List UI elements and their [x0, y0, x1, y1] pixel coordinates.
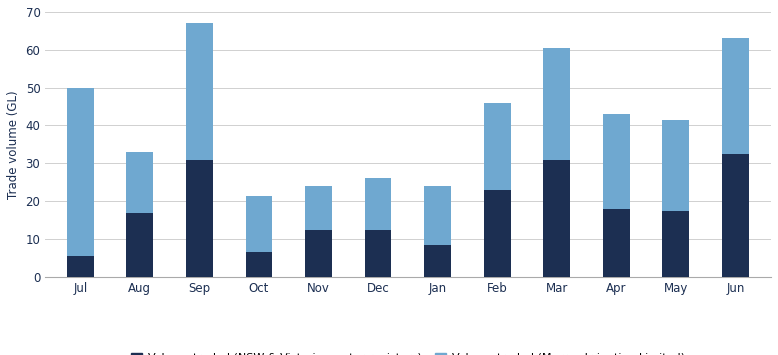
Bar — [722, 154, 748, 277]
Legend: Volume traded (NSW & Victorian water registers), Volume traded (Murray Irrigatio: Volume traded (NSW & Victorian water reg… — [127, 349, 689, 355]
Bar — [186, 159, 212, 277]
Bar — [484, 190, 510, 277]
Bar — [365, 179, 391, 230]
Bar — [662, 211, 689, 277]
Bar — [543, 48, 570, 159]
Bar — [246, 252, 272, 277]
Bar — [126, 152, 153, 213]
Bar — [305, 230, 332, 277]
Bar — [424, 245, 451, 277]
Bar — [603, 209, 629, 277]
Bar — [662, 120, 689, 211]
Bar — [424, 186, 451, 245]
Y-axis label: Trade volume (GL): Trade volume (GL) — [7, 90, 20, 199]
Bar — [722, 38, 748, 154]
Bar — [484, 103, 510, 190]
Bar — [365, 230, 391, 277]
Bar — [246, 196, 272, 252]
Bar — [603, 114, 629, 209]
Bar — [126, 213, 153, 277]
Bar — [543, 159, 570, 277]
Bar — [67, 256, 93, 277]
Bar — [305, 186, 332, 230]
Bar — [186, 23, 212, 159]
Bar — [67, 88, 93, 256]
